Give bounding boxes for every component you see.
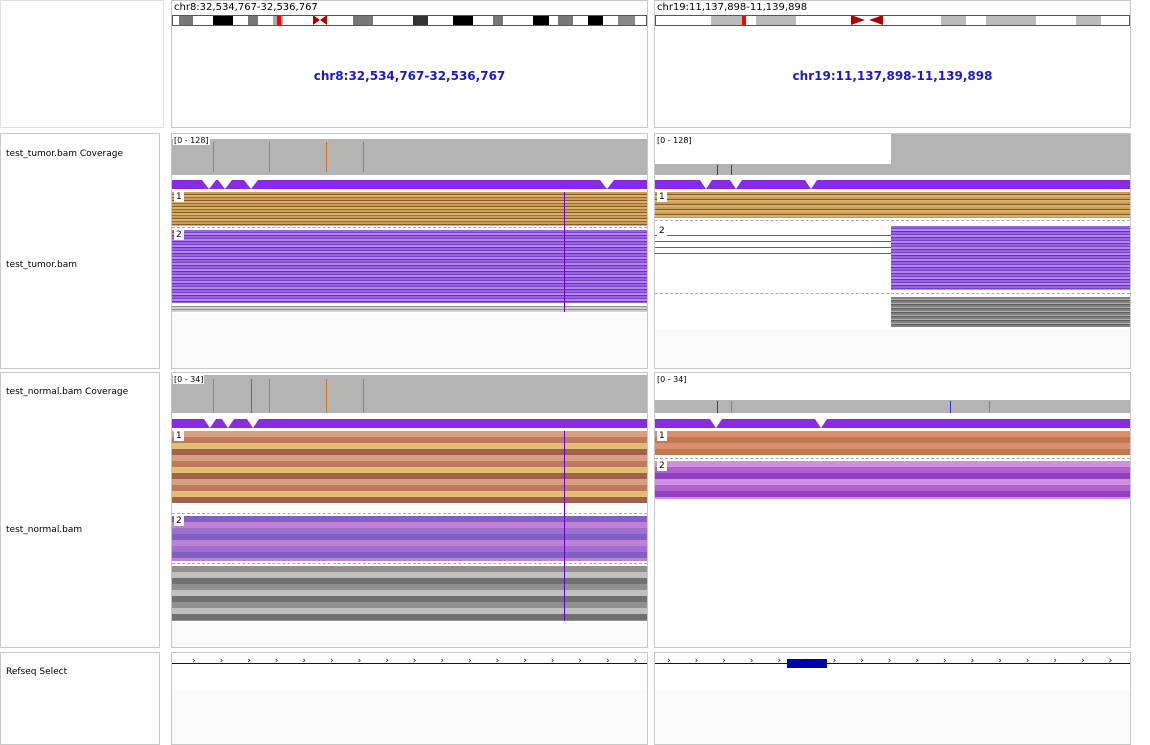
variant-column — [564, 192, 565, 312]
locus-label-right: chr19:11,137,898-11,139,898 — [657, 2, 808, 13]
read-group-label: 2 — [174, 230, 184, 240]
current-region-marker-icon — [277, 16, 281, 25]
variant-column — [564, 431, 565, 621]
gene-line[interactable] — [172, 663, 647, 664]
coverage-variant-mark — [989, 401, 990, 413]
read-group-1[interactable] — [172, 192, 647, 226]
coverage-variant-mark — [213, 379, 214, 413]
normal-data-panel-left[interactable]: [0 - 34] 1 2 — [171, 372, 648, 648]
gene-exon[interactable] — [787, 659, 827, 668]
read-group-2[interactable] — [172, 230, 647, 303]
coverage-variant-mark — [363, 379, 364, 413]
current-region-marker-icon — [742, 16, 746, 25]
refseq-panel-right[interactable]: ›››››››››››››››››› — [654, 652, 1131, 745]
read-group-2[interactable] — [172, 516, 647, 561]
group-separator — [655, 293, 1130, 294]
normal-coverage-track-left[interactable] — [172, 375, 647, 413]
read-group-label: 1 — [657, 431, 667, 441]
coverage-variant-mark — [717, 165, 718, 175]
read-group-1[interactable] — [655, 431, 1130, 455]
group-separator — [172, 227, 647, 228]
tumor-name-panel[interactable]: test_tumor.bam Coverage test_tumor.bam — [0, 133, 160, 369]
read-group-1[interactable] — [655, 192, 1130, 218]
read-group-label: 2 — [657, 461, 667, 471]
normal-data-panel-right[interactable]: [0 - 34] 1 2 — [654, 372, 1131, 648]
coverage-variant-mark — [717, 401, 718, 413]
group-separator — [172, 513, 647, 514]
group-separator — [655, 458, 1130, 459]
chromosome-ideogram-right[interactable] — [655, 15, 1130, 26]
chromosome-ideogram-left[interactable] — [172, 15, 647, 26]
coverage-variant-mark — [269, 379, 270, 413]
tumor-coverage-track-right[interactable] — [655, 164, 891, 175]
coverage-variant-mark — [363, 142, 364, 172]
coverage-variant-mark — [213, 142, 214, 172]
empty-area — [172, 314, 647, 368]
coverage-variant-mark — [326, 379, 327, 413]
read-group-2-sparse[interactable] — [655, 230, 891, 254]
read-group-label: 2 — [174, 516, 184, 526]
coverage-variant-mark — [326, 142, 327, 172]
read-group-label: 1 — [174, 431, 184, 441]
centromere-icon — [851, 16, 885, 25]
group-separator — [172, 563, 647, 564]
read-tail — [172, 306, 647, 312]
tumor-bam-track-name[interactable]: test_tumor.bam — [6, 260, 78, 270]
locus-title-right[interactable]: chr19:11,137,898-11,139,898 — [792, 69, 993, 83]
coverage-variant-mark — [950, 401, 951, 413]
tumor-data-panel-right[interactable]: [0 - 128] 1 2 — [654, 133, 1131, 369]
read-group-label: 1 — [174, 192, 184, 202]
group-separator — [655, 220, 1130, 221]
normal-name-panel[interactable]: test_normal.bam Coverage test_normal.bam — [0, 372, 160, 648]
splice-junction-band[interactable] — [655, 180, 1130, 189]
tumor-coverage-track-left[interactable] — [172, 139, 647, 175]
coverage-scale: [0 - 128] — [173, 136, 210, 145]
empty-area — [655, 329, 1130, 368]
splice-junction-band[interactable] — [172, 419, 647, 428]
strand-arrow-icon: ››››››››››››››››› — [192, 656, 642, 666]
tumor-coverage-track-name[interactable]: test_tumor.bam Coverage — [6, 149, 123, 159]
strand-arrow-icon: ›››››››››››››››››› — [667, 656, 1127, 666]
refseq-empty — [655, 691, 1130, 744]
coverage-scale: [0 - 128] — [656, 136, 693, 145]
splice-junction-band[interactable] — [655, 419, 1130, 428]
read-group-2[interactable] — [891, 226, 1130, 290]
splice-junction-band[interactable] — [172, 180, 647, 189]
refseq-name-panel[interactable]: Refseq Select — [0, 652, 160, 745]
coverage-variant-mark — [731, 401, 732, 413]
read-group-gray[interactable] — [891, 297, 1130, 327]
coverage-variant-mark — [251, 379, 252, 413]
locus-title-left[interactable]: chr8:32,534,767-32,536,767 — [313, 69, 506, 83]
refseq-empty — [172, 691, 647, 744]
read-group-2[interactable] — [655, 461, 1130, 499]
read-group-gray[interactable] — [172, 566, 647, 621]
centromere-icon — [313, 16, 327, 25]
read-group-label: 2 — [657, 226, 667, 236]
normal-coverage-track-name[interactable]: test_normal.bam Coverage — [6, 387, 129, 397]
read-group-1[interactable] — [172, 431, 647, 503]
refseq-track-name[interactable]: Refseq Select — [6, 667, 68, 677]
refseq-panel-left[interactable]: ››››››››››››››››› — [171, 652, 648, 745]
read-group-label: 1 — [657, 192, 667, 202]
normal-bam-track-name[interactable]: test_normal.bam — [6, 525, 83, 535]
locus-label-left: chr8:32,534,767-32,536,767 — [174, 2, 318, 13]
normal-coverage-track-right[interactable] — [655, 400, 1130, 413]
coverage-scale: [0 - 34] — [173, 375, 205, 384]
locus-header-right[interactable]: chr19:11,137,898-11,139,898 chr19:11,137… — [654, 0, 1131, 128]
empty-area — [172, 623, 647, 647]
header-name-panel — [0, 0, 164, 128]
locus-header-left[interactable]: chr8:32,534,767-32,536,767 chr8:32,534,7… — [171, 0, 648, 128]
coverage-variant-mark — [269, 142, 270, 172]
empty-area — [655, 501, 1130, 647]
tumor-coverage-track-right-high[interactable] — [891, 134, 1130, 175]
coverage-variant-mark — [731, 165, 732, 175]
gene-line[interactable] — [655, 663, 1130, 664]
coverage-scale: [0 - 34] — [656, 375, 688, 384]
tumor-data-panel-left[interactable]: [0 - 128] 1 2 — [171, 133, 648, 369]
